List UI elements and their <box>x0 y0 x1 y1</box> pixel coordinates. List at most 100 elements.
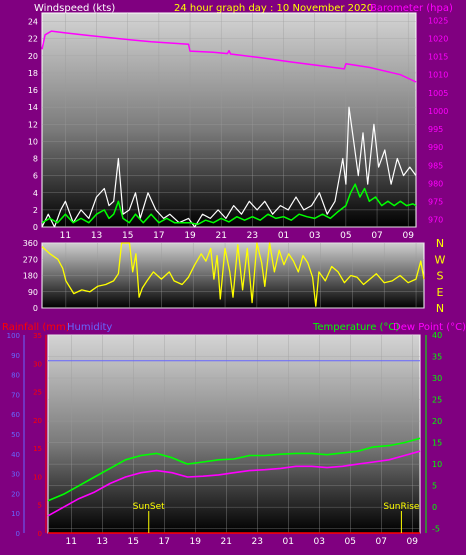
barometer-tick-label: 970 <box>428 216 443 225</box>
time-tick-label: 23 <box>252 537 263 547</box>
compass-label: S <box>437 270 444 283</box>
humidity-title: Humidity <box>67 322 112 333</box>
temperature-title: Temperature (°C) <box>312 322 399 333</box>
barometer-title: Barometer (hpa) <box>370 3 453 14</box>
temperature-panel <box>47 334 421 534</box>
wind-barometer-panel <box>41 12 417 228</box>
barometer-tick-label: 1010 <box>428 71 448 80</box>
windspeed-tick-label: 8 <box>33 155 38 164</box>
sun-marker-label: SunRise <box>383 502 420 512</box>
temperature-tick-label: 25 <box>432 396 442 405</box>
barometer-tick-label: 1005 <box>428 89 448 98</box>
time-tick-label: 01 <box>278 231 289 241</box>
barometer-tick-label: 995 <box>428 125 443 134</box>
time-tick-label: 07 <box>371 231 382 241</box>
compass-label: E <box>437 286 444 299</box>
time-tick-label: 07 <box>376 537 387 547</box>
time-tick-label: 19 <box>184 231 196 241</box>
humidity-tick-label: 80 <box>11 372 20 380</box>
time-tick-label: 15 <box>122 231 133 241</box>
rain-tick-label: 30 <box>33 360 42 368</box>
temperature-tick-label: 20 <box>432 417 442 426</box>
humidity-tick-label: 100 <box>7 332 20 340</box>
barometer-tick-label: 1025 <box>428 16 448 25</box>
barometer-tick-label: 990 <box>428 143 443 152</box>
rain-tick-label: 10 <box>33 473 42 481</box>
temperature-tick-label: 15 <box>432 439 442 448</box>
rain-tick-label: 5 <box>38 502 42 510</box>
time-tick-label: 15 <box>128 537 139 547</box>
wind-direction-line <box>41 242 425 307</box>
humidity-tick-label: 20 <box>11 490 20 498</box>
windspeed-tick-label: 4 <box>33 189 38 198</box>
time-tick-label: 21 <box>221 537 232 547</box>
sun-marker-label: SunSet <box>133 502 165 512</box>
time-tick-label: 03 <box>314 537 325 547</box>
windspeed-tick-label: 10 <box>28 137 38 146</box>
direction-tick-label: 360 <box>23 239 38 248</box>
dew-point-line <box>47 450 421 517</box>
graph-date-title: 24 hour graph day : 10 November 2020 <box>174 3 373 14</box>
humidity-tick-label: 30 <box>11 471 20 479</box>
windspeed-tick-label: 2 <box>33 206 38 215</box>
rain-tick-label: 15 <box>33 445 42 453</box>
temperature-tick-label: 5 <box>432 482 437 491</box>
temperature-tick-label: 10 <box>432 460 442 469</box>
barometer-tick-label: 1000 <box>428 107 448 116</box>
dew-point-title: Dew Point (°C) <box>393 322 466 333</box>
time-tick-label: 03 <box>309 231 320 241</box>
time-tick-label: 09 <box>402 231 414 241</box>
time-tick-label: 23 <box>247 231 258 241</box>
rain-tick-label: 35 <box>33 332 42 340</box>
humidity-tick-label: 60 <box>11 411 20 419</box>
humidity-tick-label: 10 <box>11 510 20 518</box>
time-tick-label: 09 <box>407 537 419 547</box>
windspeed-tick-label: 12 <box>28 120 38 129</box>
direction-tick-label: 90 <box>28 288 38 297</box>
temperature-tick-label: 35 <box>432 353 442 362</box>
compass-label: N <box>436 237 444 250</box>
compass-label: N <box>436 302 444 315</box>
rainfall-title: Rainfall (mm) <box>2 322 70 333</box>
time-tick-label: 13 <box>91 231 102 241</box>
temperature-tick-label: 40 <box>432 331 442 340</box>
temperature-line <box>47 437 421 502</box>
rain-tick-label: 20 <box>33 417 42 425</box>
windspeed-tick-label: 14 <box>28 103 38 112</box>
direction-tick-label: 180 <box>23 272 38 281</box>
windspeed-tick-label: 16 <box>28 86 38 95</box>
humidity-tick-label: 0 <box>16 530 20 538</box>
humidity-tick-label: 70 <box>11 391 20 399</box>
humidity-tick-label: 50 <box>11 431 20 439</box>
time-tick-label: 05 <box>340 231 351 241</box>
time-tick-label: 21 <box>215 231 226 241</box>
time-tick-label: 11 <box>60 231 71 241</box>
windspeed-tick-label: 24 <box>28 18 38 27</box>
time-tick-label: 17 <box>159 537 170 547</box>
time-tick-label: 11 <box>66 537 77 547</box>
barometer-tick-label: 1015 <box>428 53 448 62</box>
barometer-tick-label: 1020 <box>428 34 448 43</box>
time-tick-label: 19 <box>190 537 202 547</box>
barometer-tick-label: 975 <box>428 198 443 207</box>
direction-tick-label: 0 <box>33 304 38 313</box>
rain-tick-label: 0 <box>38 530 42 538</box>
time-tick-label: 13 <box>97 537 108 547</box>
compass-label: W <box>435 253 446 266</box>
windspeed-title: Windspeed (kts) <box>34 3 115 14</box>
barometer-tick-label: 980 <box>428 179 443 188</box>
humidity-tick-label: 40 <box>11 451 20 459</box>
temperature-tick-label: 30 <box>432 374 442 383</box>
temperature-tick-label: 0 <box>432 503 437 512</box>
windspeed-tick-label: 0 <box>33 223 38 232</box>
barometer-tick-label: 985 <box>428 161 443 170</box>
windspeed-tick-label: 20 <box>28 52 38 61</box>
direction-tick-label: 270 <box>23 255 38 264</box>
barometer-line <box>41 30 417 83</box>
humidity-tick-label: 90 <box>11 352 20 360</box>
rain-tick-label: 25 <box>33 389 42 397</box>
temperature-tick-label: -5 <box>432 525 440 534</box>
windspeed-tick-label: 22 <box>28 35 38 44</box>
time-tick-label: 17 <box>153 231 164 241</box>
